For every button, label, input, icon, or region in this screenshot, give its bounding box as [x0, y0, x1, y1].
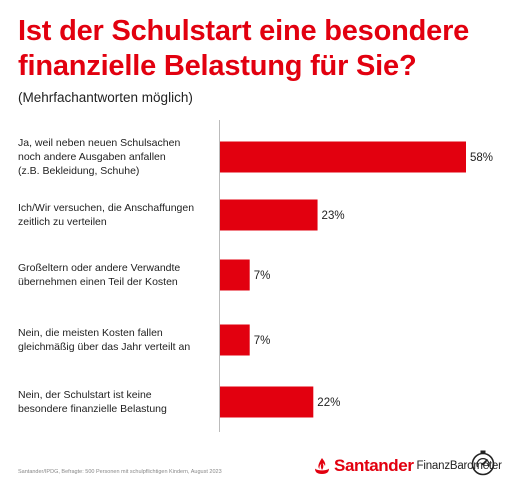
category-label-line: zeitlich zu verteilen [18, 216, 107, 228]
brand-name: Santander [334, 456, 414, 475]
bar-4 [220, 324, 250, 356]
bar-2 [220, 199, 318, 231]
bar-value-label: 7% [254, 335, 271, 347]
category-label-line: besondere finanzielle Belastung [18, 403, 167, 415]
chart-title: Ist der Schulstart eine besondere finanz… [18, 15, 470, 82]
category-label: Nein, der Schulstart ist keine besondere … [18, 388, 218, 416]
gauge-icon [471, 450, 495, 476]
bar-5 [220, 386, 314, 418]
bar-value-label: 58% [470, 152, 493, 164]
source-note: Santander/IPDG, Befragte: 500 Personen m… [18, 469, 222, 475]
category-label: Großeltern oder andere Verwandte übernehm… [18, 261, 218, 289]
category-label: Nein, die meisten Kosten fallen gleichmäß… [18, 326, 218, 354]
category-label: Ich/Wir versuchen, die Anschaffungen zeit… [18, 201, 218, 229]
brand-logo: Santander FinanzBarometer [314, 455, 502, 477]
bar-3 [220, 259, 250, 291]
category-label-line: Nein, die meisten Kosten fallen [18, 327, 163, 339]
bar-value-label: 7% [254, 270, 271, 282]
category-label-line: gleichmäßig über das Jahr verteilt an [18, 341, 191, 353]
category-label-line: Ich/Wir versuchen, die Anschaffungen [18, 202, 195, 214]
category-label-line: Ja, weil neben neuen Schulsachen [18, 137, 181, 149]
bar-1 [220, 141, 466, 173]
brand-sub: FinanzBarometer [416, 460, 502, 472]
bar-value-label: 22% [317, 397, 340, 409]
category-label: Ja, weil neben neuen Schulsachen noch and… [18, 136, 218, 178]
chart-subtitle: (Mehrfachantworten möglich) [18, 90, 193, 105]
bar-value-label: 23% [322, 210, 345, 222]
category-label-line: Großeltern oder andere Verwandte [18, 262, 181, 274]
santander-flame-icon [315, 458, 329, 474]
category-label-line: noch andere Ausgaben anfallen [18, 151, 166, 163]
category-label-line: (z.B. Bekleidung, Schuhe) [18, 165, 140, 177]
category-label-line: übernehmen einen Teil der Kosten [18, 276, 178, 288]
category-label-line: Nein, der Schulstart ist keine [18, 389, 152, 401]
